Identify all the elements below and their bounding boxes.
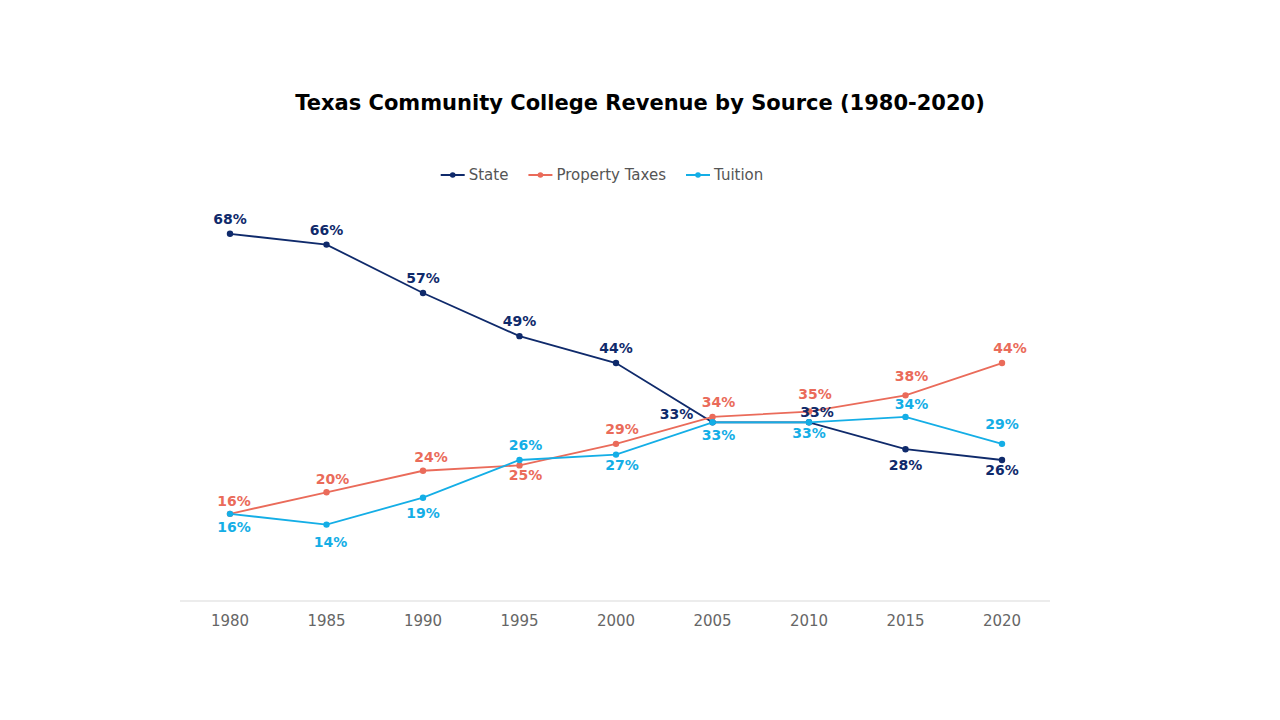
legend-label: Tuition <box>713 166 763 184</box>
data-label: 25% <box>509 467 543 483</box>
series-marker <box>613 441 619 447</box>
data-label: 19% <box>406 505 440 521</box>
data-label: 26% <box>985 462 1019 478</box>
legend-label: State <box>469 166 509 184</box>
data-label: 33% <box>702 427 736 443</box>
data-label: 38% <box>895 368 929 384</box>
data-label: 33% <box>660 406 694 422</box>
legend-item: Property Taxes <box>528 166 666 184</box>
data-label: 35% <box>798 386 832 402</box>
legend-marker <box>695 172 701 178</box>
legend-item: Tuition <box>686 166 763 184</box>
series-line <box>230 363 1002 514</box>
data-label: 27% <box>605 457 639 473</box>
legend-item: State <box>441 166 509 184</box>
x-tick-label: 1985 <box>307 612 345 630</box>
x-tick-label: 2000 <box>597 612 635 630</box>
data-label: 34% <box>895 396 929 412</box>
series-marker <box>227 511 233 517</box>
data-label: 33% <box>800 404 834 420</box>
series-marker <box>709 419 715 425</box>
legend-label: Property Taxes <box>556 166 666 184</box>
data-label: 66% <box>310 222 344 238</box>
legend-marker <box>450 172 456 178</box>
data-label: 29% <box>985 416 1019 432</box>
x-axis-line <box>180 601 1050 602</box>
data-label: 16% <box>217 493 251 509</box>
series-marker <box>323 521 329 527</box>
x-tick-label: 2020 <box>983 612 1021 630</box>
x-tick-label: 1995 <box>500 612 538 630</box>
x-tick-label: 2005 <box>693 612 731 630</box>
series-marker <box>902 446 908 452</box>
series-marker <box>420 494 426 500</box>
data-label: 68% <box>213 211 247 227</box>
series-line <box>230 234 1002 460</box>
data-label: 16% <box>217 519 251 535</box>
data-label: 49% <box>503 313 537 329</box>
series-marker <box>227 511 233 517</box>
data-label: 14% <box>314 534 348 550</box>
legend: State Property Taxes Tuition <box>441 166 764 184</box>
x-tick-label: 2010 <box>790 612 828 630</box>
series-marker <box>516 333 522 339</box>
series-marker <box>420 468 426 474</box>
plot-marks <box>227 231 1005 528</box>
chart: Texas Community College Revenue by Sourc… <box>0 0 1280 720</box>
data-label: 24% <box>414 449 448 465</box>
data-label: 29% <box>605 421 639 437</box>
series-marker <box>227 231 233 237</box>
series-marker <box>420 290 426 296</box>
x-tick-label: 1990 <box>404 612 442 630</box>
data-label: 28% <box>889 457 923 473</box>
data-label: 57% <box>406 270 440 286</box>
data-label: 33% <box>792 425 826 441</box>
data-label: 26% <box>509 437 543 453</box>
chart-title: Texas Community College Revenue by Sourc… <box>295 91 985 115</box>
series-marker <box>323 489 329 495</box>
series-marker <box>323 241 329 247</box>
x-tick-label: 1980 <box>211 612 249 630</box>
data-label: 44% <box>993 340 1027 356</box>
series-marker <box>902 414 908 420</box>
x-tick-label: 2015 <box>886 612 924 630</box>
series-marker <box>516 457 522 463</box>
data-label: 34% <box>702 394 736 410</box>
data-label: 20% <box>316 471 350 487</box>
legend-marker <box>538 172 544 178</box>
data-labels: 68% 66% 57% 49% 44% 33% 33% 28% 26% 16% 20% 24% 25% 2… <box>213 211 1027 550</box>
series-marker <box>999 441 1005 447</box>
series-marker <box>613 360 619 366</box>
series-marker <box>709 419 715 425</box>
series-line <box>230 417 1002 525</box>
series-marker <box>999 360 1005 366</box>
data-label: 44% <box>599 340 633 356</box>
